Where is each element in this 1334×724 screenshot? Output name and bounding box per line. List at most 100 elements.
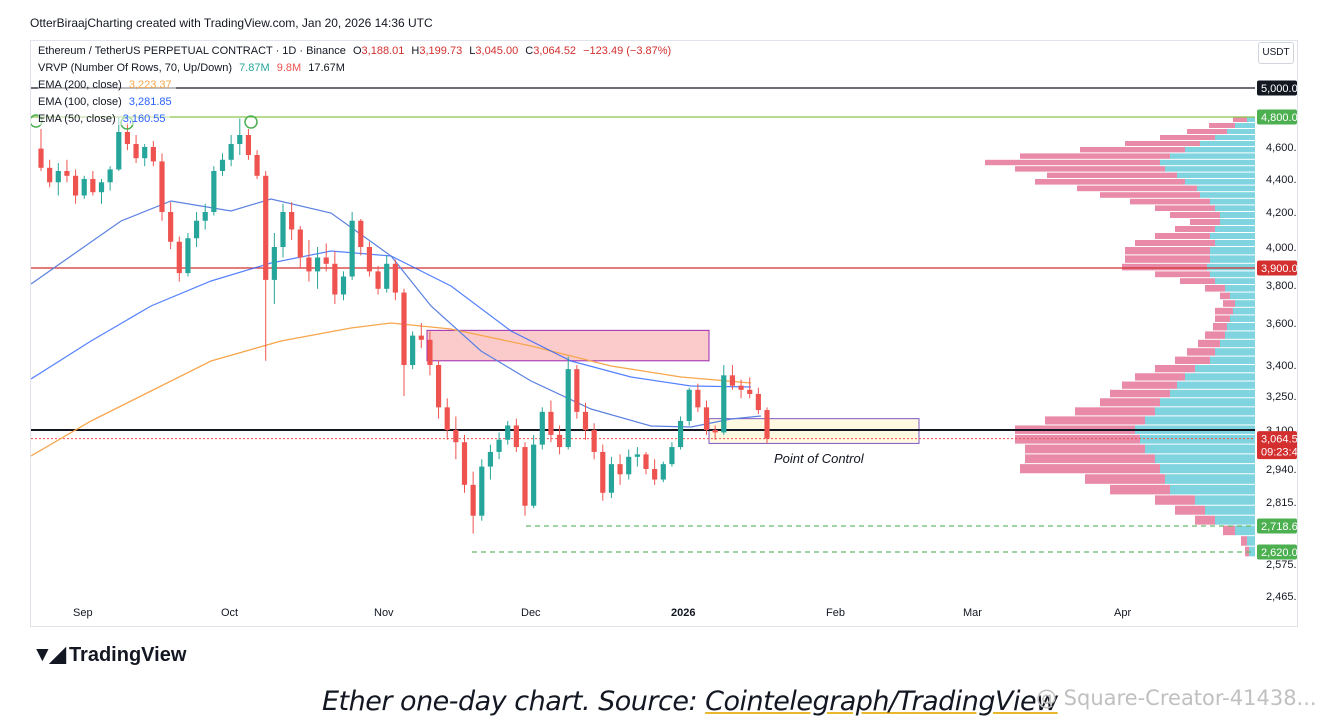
- candle-body: [384, 263, 390, 289]
- y-tick-label: 4,200.00: [1266, 207, 1297, 219]
- candle-body: [237, 135, 243, 144]
- vp-up-bar: [1230, 292, 1255, 300]
- vp-up-bar: [1225, 285, 1255, 292]
- vp-up-bar: [1247, 117, 1255, 122]
- candle-body: [608, 464, 615, 493]
- legend-symbol[interactable]: Ethereum / TetherUS PERPETUAL CONTRACT ·…: [38, 45, 346, 57]
- vp-down-bar: [1100, 398, 1160, 407]
- chart-credit: OtterBiraajCharting created with Trading…: [30, 16, 433, 30]
- price-tag-label: 5,000.00: [1261, 83, 1297, 95]
- vp-up-bar: [1210, 247, 1255, 255]
- vp-down-bar: [1122, 263, 1207, 271]
- legend-ema100-row[interactable]: EMA (100, close) 3,281.85: [38, 96, 176, 108]
- price-tag: [1257, 109, 1297, 125]
- vp-down-bar: [1125, 247, 1210, 255]
- candle-body: [107, 169, 113, 183]
- candle-body: [55, 171, 61, 183]
- vp-up-bar: [1207, 263, 1255, 271]
- y-tick-label: 2,465.00: [1266, 591, 1297, 603]
- legend-ema50-row[interactable]: EMA (50, close) 3,160.55: [38, 113, 170, 125]
- vp-down-bar: [1155, 205, 1215, 211]
- candle-body: [263, 175, 269, 280]
- vp-down-bar: [1213, 323, 1227, 331]
- vrvp-down: 9.8M: [276, 62, 302, 74]
- vp-up-bar: [1210, 255, 1255, 263]
- ema50-label: EMA (50, close): [38, 113, 116, 125]
- vp-down-bar: [985, 159, 1160, 166]
- vp-up-bar: [1220, 212, 1255, 218]
- y-tick-label: 4,400.00: [1266, 174, 1297, 186]
- vp-up-bar: [1235, 525, 1255, 536]
- ema50-line: [31, 198, 762, 428]
- vp-down-bar: [1085, 474, 1165, 484]
- candle-body: [340, 276, 347, 295]
- price-chart[interactable]: Point of Control 2,465.00 2,575.00 2,815.00…: [31, 41, 1297, 626]
- price-tag: [1257, 518, 1297, 534]
- vp-up-bar: [1170, 389, 1255, 398]
- pivot-marker: [244, 115, 258, 129]
- vp-up-bar: [1235, 123, 1255, 128]
- legend-change: −123.49 (−3.87%): [583, 45, 672, 57]
- y-tick-label: 3,250.00: [1266, 391, 1297, 403]
- vp-down-bar: [1015, 434, 1140, 444]
- candle-body: [366, 247, 373, 272]
- volume-profile: [985, 117, 1255, 557]
- price-tag-label: 4,800.00: [1261, 112, 1297, 124]
- vp-up-bar: [1185, 373, 1255, 381]
- candle-body: [306, 257, 312, 272]
- candle-body: [652, 469, 658, 480]
- currency-button[interactable]: USDT: [1258, 42, 1294, 64]
- candle-body: [90, 179, 96, 193]
- candle-body: [556, 434, 563, 448]
- candle-body: [375, 271, 381, 289]
- vp-up-bar: [1170, 153, 1255, 159]
- vp-up-bar: [1185, 147, 1255, 153]
- vp-down-bar: [1125, 141, 1200, 146]
- vp-down-bar: [1195, 515, 1215, 525]
- legend-close: 3,064.52: [533, 45, 577, 57]
- candle-body: [332, 263, 338, 295]
- vrvp-total: 17.67M: [308, 62, 345, 74]
- price-axis: 2,465.002,575.002,815.002,940.003,100.00…: [1266, 142, 1297, 603]
- candle-body: [677, 420, 684, 448]
- vp-down-bar: [1175, 226, 1215, 232]
- x-tick-label: Oct: [221, 607, 238, 619]
- vp-up-bar: [1215, 278, 1255, 284]
- vp-down-bar: [1122, 381, 1177, 389]
- vp-up-bar: [1220, 219, 1255, 225]
- vp-down-bar: [1205, 285, 1225, 292]
- candle-body: [505, 425, 511, 440]
- vp-down-bar: [1155, 271, 1210, 278]
- vp-down-bar: [1025, 454, 1155, 464]
- vrvp-label: VRVP (Number Of Rows, 70, Up/Down): [38, 62, 232, 74]
- vp-up-bar: [1197, 185, 1255, 192]
- caption-link[interactable]: Cointelegraph/TradingView: [705, 686, 1058, 717]
- x-tick-label: Mar: [963, 607, 982, 619]
- vp-down-bar: [1130, 198, 1210, 205]
- vp-down-bar: [1125, 255, 1210, 263]
- y-tick-label: 2,575.00: [1266, 559, 1297, 571]
- vp-down-bar: [1135, 373, 1185, 381]
- vp-down-bar: [1020, 153, 1170, 159]
- tradingview-logo: ▼◢ TradingView: [32, 643, 187, 666]
- vp-down-bar: [1241, 536, 1247, 546]
- y-tick-label: 4,600.00: [1266, 142, 1297, 154]
- vp-down-bar: [1175, 356, 1210, 364]
- vp-up-bar: [1210, 198, 1255, 205]
- vp-up-bar: [1210, 233, 1255, 239]
- vp-down-bar: [1180, 278, 1215, 284]
- price-tag: [1257, 80, 1297, 96]
- y-tick-label: 3,400.00: [1266, 360, 1297, 372]
- vp-up-bar: [1145, 416, 1255, 425]
- candle-body: [427, 339, 433, 365]
- legend-ema200-row[interactable]: EMA (200, close) 3,223.37: [38, 79, 176, 91]
- candle-body: [729, 375, 736, 386]
- vp-up-bar: [1165, 474, 1255, 484]
- chart-frame[interactable]: Point of Control 2,465.00 2,575.00 2,815.00…: [30, 40, 1298, 627]
- vp-up-bar: [1145, 444, 1255, 454]
- candle-body: [314, 257, 321, 272]
- vp-down-bar: [1110, 389, 1170, 398]
- candle-body: [289, 212, 295, 230]
- legend-vrvp-row[interactable]: VRVP (Number Of Rows, 70, Up/Down) 7.87M…: [38, 62, 349, 74]
- candle-body: [617, 464, 623, 475]
